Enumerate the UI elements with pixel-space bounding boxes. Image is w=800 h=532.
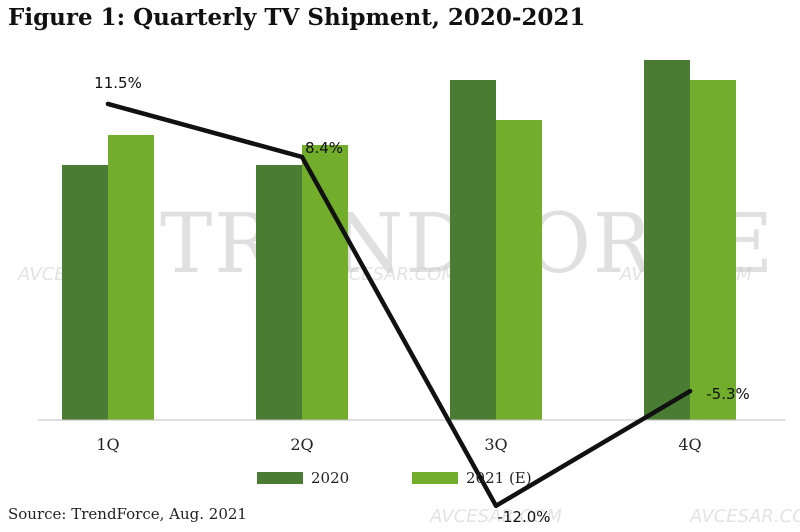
bar-2020-1q [62,165,108,420]
watermark-site-text: AVCESAR.COM [689,506,800,527]
growth-line-layer [105,101,693,509]
legend-label: 2021 (E) [466,469,532,487]
legend: 2020 2021 (E) [257,469,532,487]
growth-point [493,503,499,508]
bar-2021e-1q [108,135,154,420]
legend-label: 2020 [311,469,349,487]
bar-2021e-3q [496,120,542,420]
bar-2021e-4q [690,80,736,420]
growth-point [299,154,305,160]
x-tick-label: 4Q [678,435,701,454]
chart-title: Figure 1: Quarterly TV Shipment, 2020-20… [8,4,586,31]
legend-swatch [257,472,303,484]
bar-2020-2q [256,165,302,420]
growth-data-label: -5.3% [706,385,750,403]
bar-2020-3q [450,80,496,420]
watermark-site-text: AVCESAR.COM [429,506,562,527]
growth-data-label: 11.5% [94,74,142,92]
growth-line [105,101,693,509]
x-tick-label: 2Q [290,435,313,454]
growth-data-label: -12.0% [497,508,550,526]
bar-2020-4q [644,60,690,420]
bars-layer [62,60,736,420]
source-note: Source: TrendForce, Aug. 2021 [8,505,247,523]
labels-layer: 1Q 2Q 3Q 4Q 11.5% 8.4% -12.0% -5.3% [94,74,750,526]
watermark-site-text: AVCESAR.COM [324,264,457,285]
growth-data-label: 8.4% [305,139,343,157]
x-tick-label: 1Q [96,435,119,454]
growth-point [105,101,111,107]
legend-swatch [412,472,458,484]
x-tick-label: 3Q [484,435,507,454]
growth-point [687,389,693,394]
bar-2021e-2q [302,145,348,420]
